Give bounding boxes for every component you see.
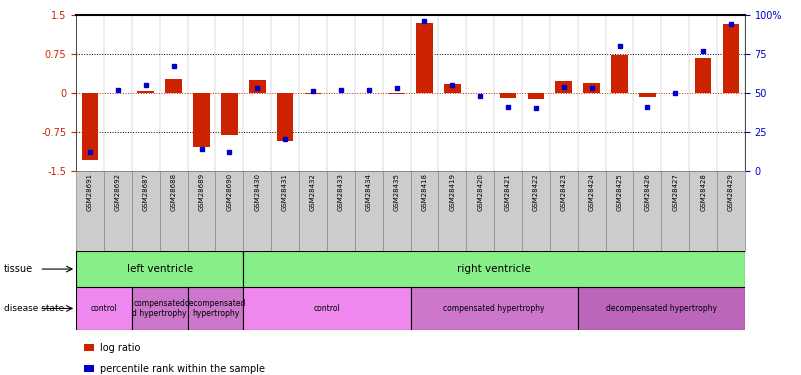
Bar xyxy=(187,287,244,330)
Text: decompensated
hypertrophy: decompensated hypertrophy xyxy=(185,299,246,318)
Text: compensated
d hypertrophy: compensated d hypertrophy xyxy=(132,299,187,318)
Text: log ratio: log ratio xyxy=(100,343,140,353)
Text: GSM28435: GSM28435 xyxy=(393,173,400,211)
Text: GSM28692: GSM28692 xyxy=(115,173,121,211)
Text: GSM28424: GSM28424 xyxy=(589,173,594,211)
Bar xyxy=(355,171,383,251)
Text: GSM28429: GSM28429 xyxy=(728,173,734,211)
Bar xyxy=(193,93,210,147)
Bar xyxy=(165,79,182,93)
Bar xyxy=(583,84,600,93)
Bar xyxy=(694,57,711,93)
Bar xyxy=(410,171,438,251)
Bar xyxy=(438,171,466,251)
Bar xyxy=(723,24,739,93)
Bar xyxy=(522,171,549,251)
Text: percentile rank within the sample: percentile rank within the sample xyxy=(100,364,265,374)
Text: compensated hypertrophy: compensated hypertrophy xyxy=(444,304,545,313)
Text: GSM28420: GSM28420 xyxy=(477,173,483,211)
Text: disease state: disease state xyxy=(4,304,64,313)
Text: GSM28418: GSM28418 xyxy=(421,173,428,211)
Text: GSM28690: GSM28690 xyxy=(227,173,232,211)
Bar xyxy=(221,93,238,135)
Bar xyxy=(689,171,717,251)
Bar xyxy=(662,171,689,251)
Text: GSM28688: GSM28688 xyxy=(171,173,177,211)
Bar xyxy=(304,93,321,94)
Bar xyxy=(528,93,545,99)
Bar xyxy=(244,171,272,251)
Text: right ventricle: right ventricle xyxy=(457,264,531,274)
Text: GSM28431: GSM28431 xyxy=(282,173,288,211)
Bar xyxy=(244,251,745,287)
Text: GSM28434: GSM28434 xyxy=(366,173,372,211)
Bar xyxy=(132,287,187,330)
Text: GSM28427: GSM28427 xyxy=(672,173,678,211)
Text: GSM28422: GSM28422 xyxy=(533,173,539,211)
Bar xyxy=(606,171,634,251)
Bar xyxy=(76,171,104,251)
Text: GSM28687: GSM28687 xyxy=(143,173,149,211)
Text: GSM28423: GSM28423 xyxy=(561,173,567,211)
Bar xyxy=(500,93,517,98)
Text: GSM28428: GSM28428 xyxy=(700,173,706,211)
Bar xyxy=(410,287,578,330)
Bar xyxy=(578,287,745,330)
Bar xyxy=(634,171,662,251)
Bar xyxy=(84,365,94,372)
Bar xyxy=(272,171,299,251)
Text: control: control xyxy=(91,304,117,313)
Bar xyxy=(416,23,433,93)
Bar xyxy=(466,171,494,251)
Bar xyxy=(494,171,522,251)
Bar xyxy=(215,171,244,251)
Text: GSM28425: GSM28425 xyxy=(617,173,622,211)
Bar xyxy=(187,171,215,251)
Bar xyxy=(76,251,244,287)
Bar xyxy=(578,171,606,251)
Bar xyxy=(132,171,159,251)
Bar xyxy=(383,171,410,251)
Bar xyxy=(76,287,132,330)
Text: GSM28691: GSM28691 xyxy=(87,173,93,211)
Bar xyxy=(549,171,578,251)
Bar xyxy=(639,93,656,97)
Bar xyxy=(249,80,266,93)
Text: GSM28419: GSM28419 xyxy=(449,173,455,211)
Bar xyxy=(388,93,405,94)
Text: GSM28426: GSM28426 xyxy=(644,173,650,211)
Bar xyxy=(327,171,355,251)
Text: GSM28433: GSM28433 xyxy=(338,173,344,211)
Text: GSM28421: GSM28421 xyxy=(505,173,511,211)
Bar xyxy=(299,171,327,251)
Bar xyxy=(717,171,745,251)
Text: GSM28430: GSM28430 xyxy=(254,173,260,211)
Text: GSM28689: GSM28689 xyxy=(199,173,204,211)
Bar xyxy=(611,56,628,93)
Bar xyxy=(84,344,94,351)
Text: GSM28432: GSM28432 xyxy=(310,173,316,211)
Text: tissue: tissue xyxy=(4,264,33,274)
Bar xyxy=(82,93,99,160)
Bar xyxy=(277,93,293,141)
Text: left ventricle: left ventricle xyxy=(127,264,193,274)
Bar xyxy=(444,84,461,93)
Bar xyxy=(159,171,187,251)
Bar xyxy=(244,287,410,330)
Bar xyxy=(138,91,154,93)
Text: control: control xyxy=(313,304,340,313)
Text: decompensated hypertrophy: decompensated hypertrophy xyxy=(606,304,717,313)
Bar xyxy=(104,171,132,251)
Bar xyxy=(555,81,572,93)
